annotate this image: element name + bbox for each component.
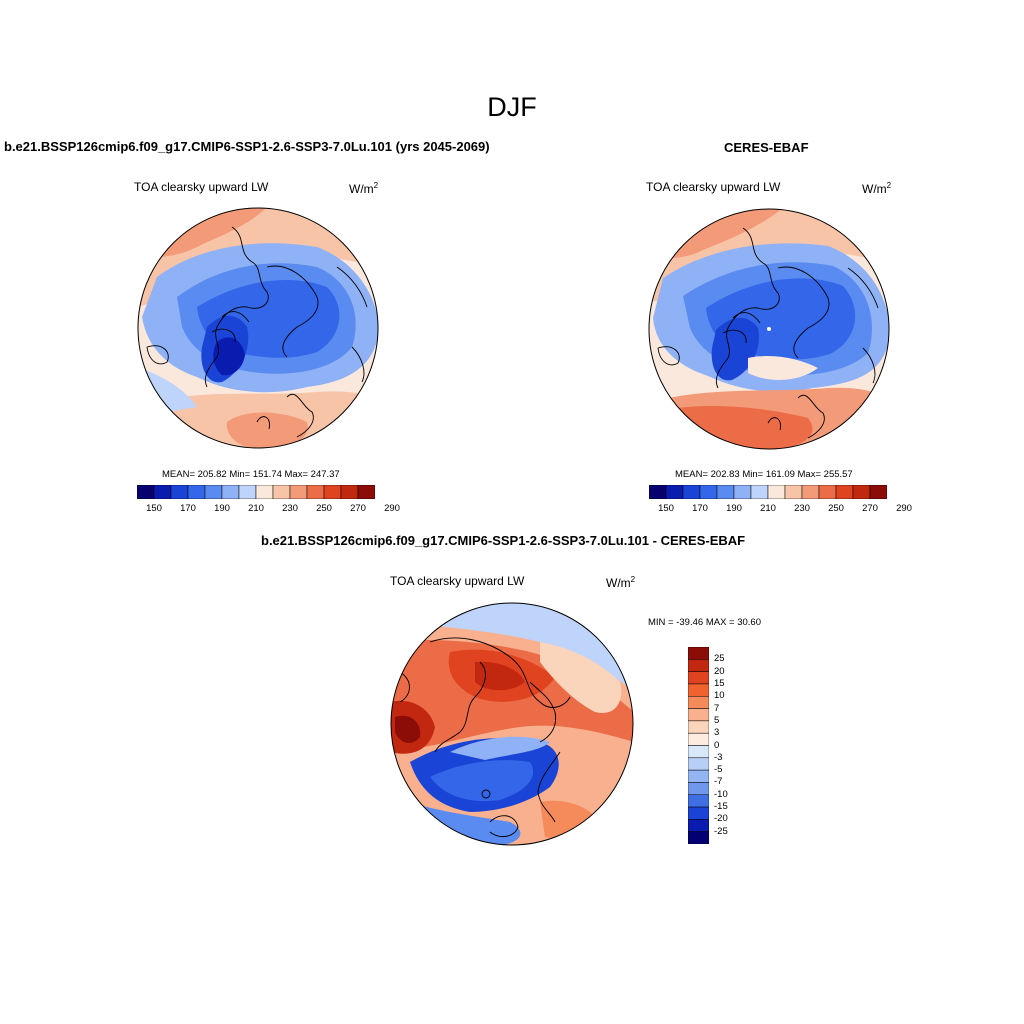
colorbar-swatch (688, 720, 709, 734)
colorbar-swatch (801, 485, 820, 499)
colorbar-swatch (784, 485, 803, 499)
colorbar-swatch (688, 683, 709, 697)
colorbar-swatch (238, 485, 257, 499)
colorbar-tick-label: 3 (714, 727, 720, 739)
colorbar-swatch (255, 485, 274, 499)
model-polar-map (137, 207, 379, 449)
colorbar-swatch (323, 485, 342, 499)
colorbar-tick-label: 150 (658, 503, 674, 514)
diff-panel-title: b.e21.BSSP126cmip6.f09_g17.CMIP6-SSP1-2.… (261, 533, 746, 548)
colorbar-swatch (688, 696, 709, 709)
colorbar-swatch (699, 485, 718, 499)
colorbar-swatch (289, 485, 308, 499)
model-stats: MEAN= 205.82 Min= 151.74 Max= 247.37 (162, 469, 340, 480)
colorbar-swatch (733, 485, 752, 499)
colorbar-swatch (688, 732, 709, 746)
obs-units-label: W/m2 (862, 181, 892, 196)
colorbar-tick-label: 170 (180, 503, 196, 514)
colorbar-swatch (187, 485, 206, 499)
colorbar-tick-label: 270 (862, 503, 878, 514)
colorbar-tick-label: 230 (282, 503, 298, 514)
colorbar-swatch (153, 485, 172, 499)
colorbar-swatch (688, 671, 709, 685)
colorbar-tick-label: -10 (714, 788, 728, 800)
colorbar-swatch (688, 819, 709, 832)
colorbar-tick-label: -5 (714, 764, 723, 776)
diff-colorbar (688, 647, 709, 844)
colorbar-swatch (688, 757, 709, 771)
colorbar-tick-label: 270 (350, 503, 366, 514)
obs-variable-label: TOA clearsky upward LW (646, 180, 781, 194)
colorbar-swatch (357, 485, 375, 499)
diff-stats: MIN = -39.46 MAX = 30.60 (648, 617, 762, 628)
colorbar-tick-label: -15 (714, 801, 728, 813)
colorbar-swatch (688, 659, 709, 672)
colorbar-tick-label: 210 (760, 503, 776, 514)
colorbar-tick-label: 20 (714, 665, 725, 677)
diff-units-label: W/m2 (606, 575, 636, 590)
colorbar-tick-label: 0 (714, 739, 720, 751)
colorbar-swatch (750, 485, 769, 499)
model-units-label: W/m2 (349, 181, 379, 196)
obs-panel-title: CERES-EBAF (724, 140, 809, 155)
colorbar-swatch (682, 485, 701, 499)
colorbar-swatch (767, 485, 786, 499)
colorbar-tick-label: 190 (214, 503, 230, 514)
colorbar-tick-label: 7 (714, 702, 720, 714)
colorbar-swatch (170, 485, 189, 499)
colorbar-swatch (688, 782, 709, 795)
obs-colorbar-ticks: 150 170 190 210 230 250 270 290 (649, 503, 912, 517)
diff-colorbar-ticks: 25 20 15 10 7 5 3 0 -3 -5 -7 -10 -15 -20 -25 (714, 647, 754, 844)
colorbar-swatch (716, 485, 735, 499)
colorbar-swatch (688, 647, 709, 660)
model-variable-label: TOA clearsky upward LW (134, 180, 269, 194)
colorbar-tick-label: 150 (146, 503, 162, 514)
colorbar-swatch (340, 485, 359, 499)
colorbar-swatch (137, 485, 155, 499)
colorbar-swatch (835, 485, 854, 499)
colorbar-tick-label: -3 (714, 751, 723, 763)
colorbar-swatch (688, 831, 709, 844)
colorbar-tick-label: 5 (714, 714, 720, 726)
colorbar-swatch (688, 794, 709, 808)
colorbar-swatch (306, 485, 325, 499)
colorbar-tick-label: -25 (714, 825, 728, 837)
colorbar-swatch (818, 485, 837, 499)
obs-colorbar (649, 485, 887, 499)
colorbar-tick-label: 290 (896, 503, 912, 514)
colorbar-swatch (688, 806, 709, 820)
diff-variable-label: TOA clearsky upward LW (390, 574, 525, 588)
colorbar-tick-label: -20 (714, 813, 728, 825)
colorbar-swatch (665, 485, 684, 499)
model-colorbar-ticks: 150 170 190 210 230 250 270 290 (137, 503, 400, 517)
diff-polar-map (390, 602, 634, 846)
colorbar-swatch (688, 769, 709, 783)
colorbar-swatch (869, 485, 887, 499)
colorbar-tick-label: 250 (828, 503, 844, 514)
colorbar-tick-label: 230 (794, 503, 810, 514)
colorbar-tick-label: 210 (248, 503, 264, 514)
colorbar-tick-label: 190 (726, 503, 742, 514)
obs-polar-map (648, 208, 890, 450)
colorbar-swatch (204, 485, 223, 499)
colorbar-swatch (649, 485, 667, 499)
model-panel-title: b.e21.BSSP126cmip6.f09_g17.CMIP6-SSP1-2.… (4, 139, 490, 154)
model-colorbar (137, 485, 375, 499)
colorbar-tick-label: 25 (714, 653, 725, 665)
colorbar-tick-label: 290 (384, 503, 400, 514)
colorbar-tick-label: 10 (714, 690, 725, 702)
colorbar-swatch (852, 485, 871, 499)
colorbar-tick-label: 250 (316, 503, 332, 514)
colorbar-swatch (688, 745, 709, 759)
colorbar-tick-label: 170 (692, 503, 708, 514)
colorbar-swatch (688, 708, 709, 722)
colorbar-tick-label: 15 (714, 677, 725, 689)
colorbar-swatch (221, 485, 240, 499)
obs-stats: MEAN= 202.83 Min= 161.09 Max= 255.57 (675, 469, 853, 480)
colorbar-tick-label: -7 (714, 776, 723, 788)
colorbar-swatch (272, 485, 291, 499)
figure-title: DJF (487, 92, 537, 122)
